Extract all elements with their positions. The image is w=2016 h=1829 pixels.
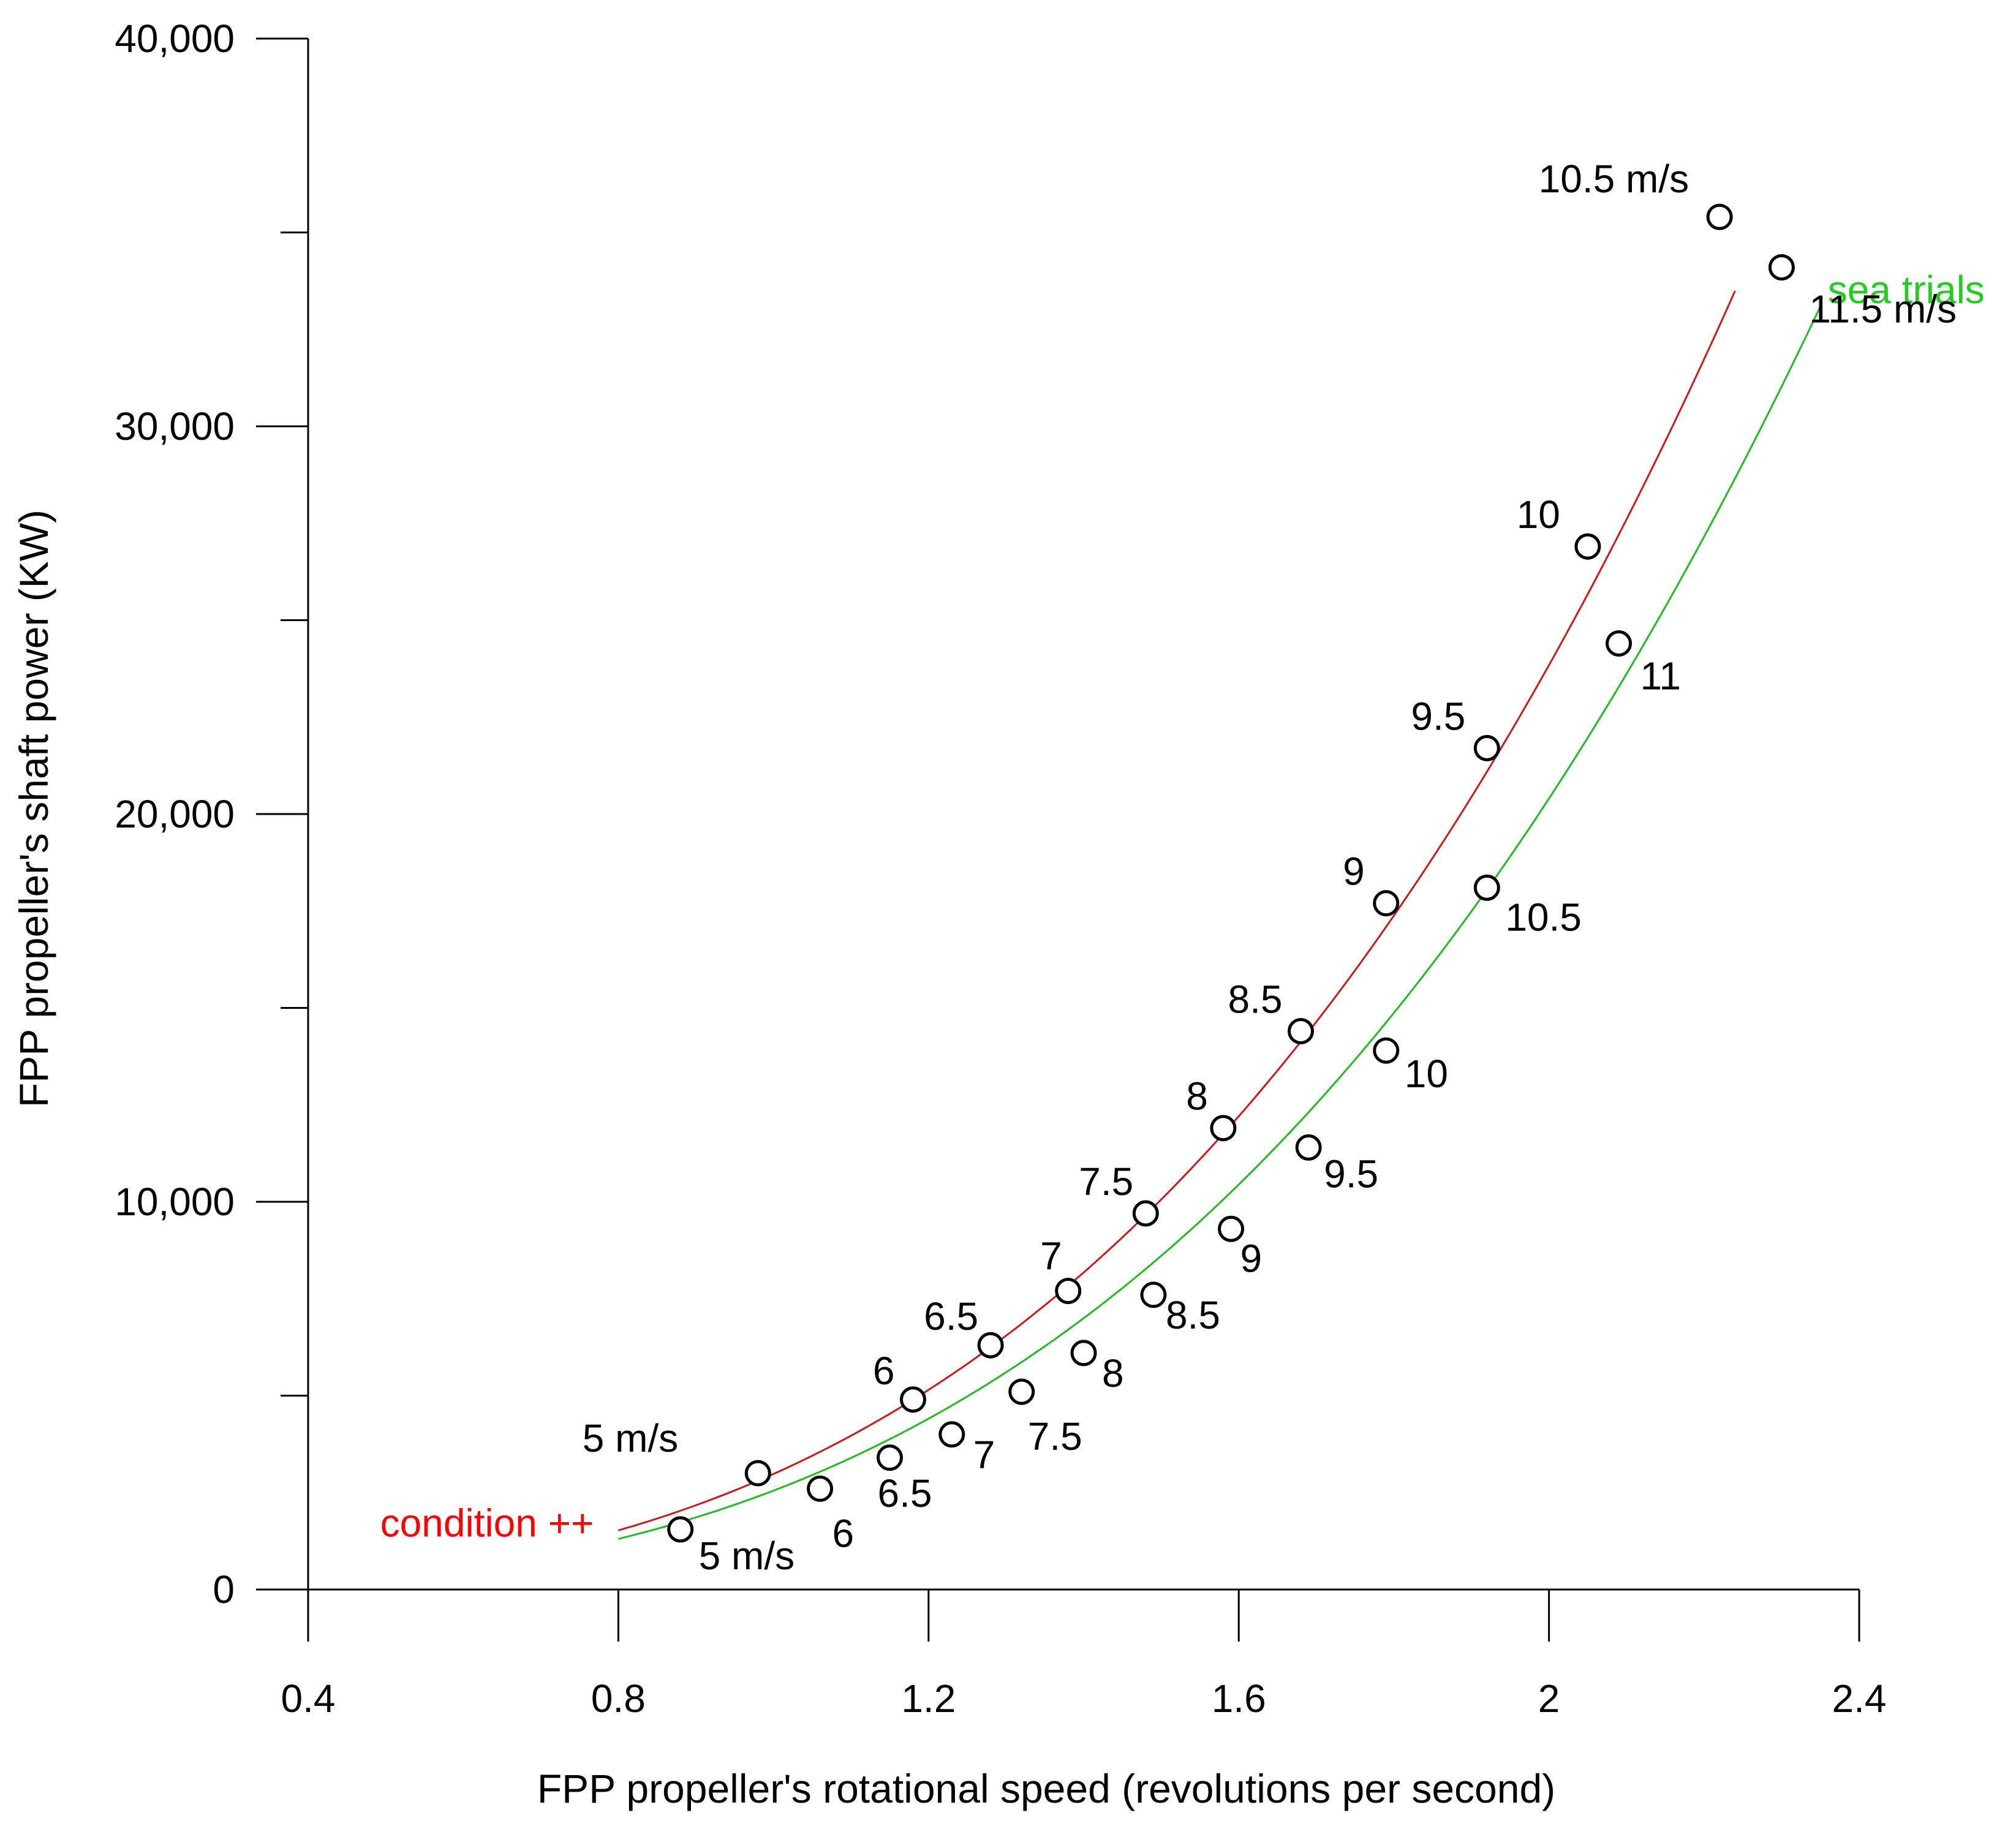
point-speed-label: 7.5 <box>1028 1414 1082 1458</box>
x-tick-label: 1.2 <box>901 1676 956 1721</box>
y-tick-label: 40,000 <box>115 17 235 61</box>
sea-trials-point <box>1768 254 1795 281</box>
sea-trials-point <box>667 1516 694 1543</box>
y-tick-label: 10,000 <box>115 1180 235 1224</box>
point-speed-label: 7.5 <box>1079 1160 1133 1204</box>
point-speed-label: 11.5 m/s <box>1809 287 1957 331</box>
x-tick-label: 2 <box>1538 1676 1560 1721</box>
sea-trials-curve <box>618 306 1822 1540</box>
sea-trials-point <box>1373 1037 1400 1064</box>
sea-trials-point <box>1295 1134 1322 1161</box>
point-speed-label: 9.5 <box>1324 1152 1378 1196</box>
point-speed-label: 5 m/s <box>583 1416 678 1460</box>
point-speed-label: 6 <box>832 1511 855 1555</box>
point-speed-label: 9.5 <box>1411 694 1465 738</box>
point-speed-label: 10.5 <box>1505 895 1582 939</box>
point-speed-label: 7 <box>973 1433 995 1477</box>
x-tick-label: 0.4 <box>281 1676 336 1721</box>
point-speed-label: 10 <box>1405 1052 1448 1096</box>
point-speed-label: 11 <box>1640 654 1681 698</box>
fitted-curves <box>617 290 1822 1540</box>
condition-point <box>1287 1017 1314 1044</box>
y-tick-label: 30,000 <box>115 404 235 448</box>
sea-trials-point <box>877 1444 903 1471</box>
sea-trials-point <box>807 1475 834 1502</box>
sea-trials-point <box>1473 874 1500 901</box>
series-label-condition: condition ++ <box>380 1501 594 1545</box>
condition-point <box>1210 1115 1237 1142</box>
x-axis-title: FPP propeller's rotational speed (revolu… <box>537 1766 1555 1811</box>
point-speed-label: 8.5 <box>1166 1293 1220 1337</box>
condition-point <box>1373 890 1400 917</box>
condition-point <box>1706 203 1733 230</box>
y-tick-label: 0 <box>213 1567 235 1612</box>
sea-trials-point <box>1606 630 1633 657</box>
sea-trials-point <box>1140 1281 1167 1308</box>
point-labels: condition ++ 5 m/s 6 6.5 7 7.5 8 8.5 9 9.5 10 10.5 … <box>380 157 1985 1578</box>
point-speed-label: 6.5 <box>924 1294 978 1338</box>
point-speed-label: 5 m/s <box>699 1534 795 1578</box>
point-speed-label: 7 <box>1040 1234 1062 1278</box>
x-tick-label: 1.6 <box>1212 1676 1266 1721</box>
point-speed-label: 6.5 <box>878 1471 932 1515</box>
axes: 0 10,000 20,000 30,000 40,000 0.4 0.8 1.2 1.6 2 2.… <box>115 17 1886 1721</box>
condition-point <box>1132 1200 1159 1227</box>
condition-point <box>1055 1278 1082 1305</box>
data-points <box>667 203 1795 1543</box>
condition-point <box>977 1332 1004 1359</box>
y-axis-title: FPP propeller's shaft power (KW) <box>11 510 56 1107</box>
point-speed-label: 9 <box>1343 850 1365 894</box>
point-speed-label: 9 <box>1240 1236 1263 1280</box>
sea-trials-point <box>1070 1340 1097 1367</box>
condition-curve <box>617 290 1736 1531</box>
sea-trials-point <box>1008 1378 1035 1405</box>
sea-trials-point <box>938 1421 965 1448</box>
condition-point <box>1574 533 1601 560</box>
x-tick-label: 2.4 <box>1832 1676 1887 1721</box>
point-speed-label: 10 <box>1517 492 1560 537</box>
series-label-sea-trials: sea trials <box>1828 268 1985 312</box>
point-speed-label: 8 <box>1102 1351 1124 1395</box>
sea-trials-point <box>1218 1215 1245 1242</box>
point-speed-label: 10.5 m/s <box>1539 157 1689 201</box>
condition-point <box>1473 734 1500 761</box>
y-tick-label: 20,000 <box>115 792 235 836</box>
condition-point <box>744 1460 771 1487</box>
x-tick-label: 0.8 <box>591 1676 646 1721</box>
point-speed-label: 8.5 <box>1228 977 1283 1021</box>
point-speed-label: 8 <box>1186 1074 1208 1118</box>
point-speed-label: 6 <box>873 1349 895 1393</box>
condition-point <box>899 1386 926 1413</box>
